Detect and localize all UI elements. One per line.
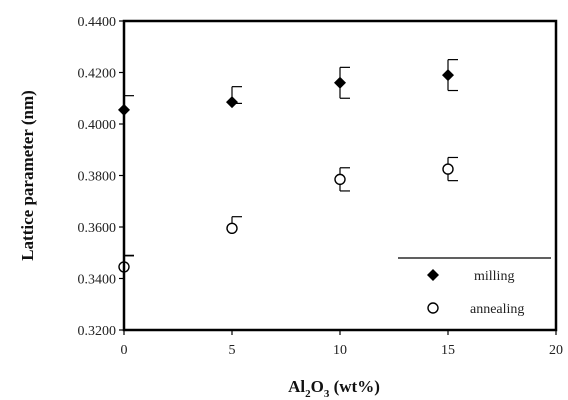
annealing-point — [334, 173, 346, 186]
error-bars — [123, 59, 458, 267]
milling-point — [442, 69, 454, 82]
data-points — [118, 69, 454, 273]
legend-label-milling: milling — [474, 269, 514, 284]
x-title-al: Al — [288, 377, 305, 396]
y-tick-label: 0.4000 — [78, 118, 117, 133]
legend-label-annealing: annealing — [470, 302, 524, 317]
x-tick-label: 15 — [441, 343, 455, 358]
x-axis-title: Al2O3 (wt%) — [288, 377, 380, 400]
y-tick-label: 0.4400 — [78, 15, 117, 30]
x-title-unit: (wt%) — [329, 377, 380, 396]
y-tick-label: 0.3800 — [78, 170, 117, 185]
annealing-point — [442, 163, 454, 175]
x-tick-label: 0 — [121, 343, 128, 358]
x-title-o: O — [311, 377, 324, 396]
x-title-al-sub: 2 — [305, 388, 311, 400]
legend-marker-milling — [427, 269, 439, 281]
milling-point — [226, 96, 238, 109]
legend: milling annealing — [398, 257, 551, 317]
y-tick-label: 0.3400 — [78, 273, 117, 288]
plot-area-frame — [122, 19, 558, 332]
y-tick-label: 0.3600 — [78, 221, 117, 236]
x-tick-label: 10 — [333, 343, 347, 358]
x-axis-ticks: 0 5 10 15 20 — [121, 330, 563, 358]
y-axis-title: Lattice parameter (nm) — [18, 90, 37, 261]
annealing-point — [226, 222, 238, 234]
x-tick-label: 20 — [549, 343, 563, 358]
legend-marker-annealing — [427, 302, 439, 314]
y-axis-ticks: 0.3200 0.3400 0.3600 0.3800 0.4000 0.4200 0.44… — [78, 15, 124, 339]
x-title-o-sub: 3 — [324, 388, 330, 400]
x-tick-label: 5 — [229, 343, 236, 358]
milling-point — [334, 76, 346, 89]
y-tick-label: 0.3200 — [78, 324, 117, 339]
y-tick-label: 0.4200 — [78, 67, 117, 82]
